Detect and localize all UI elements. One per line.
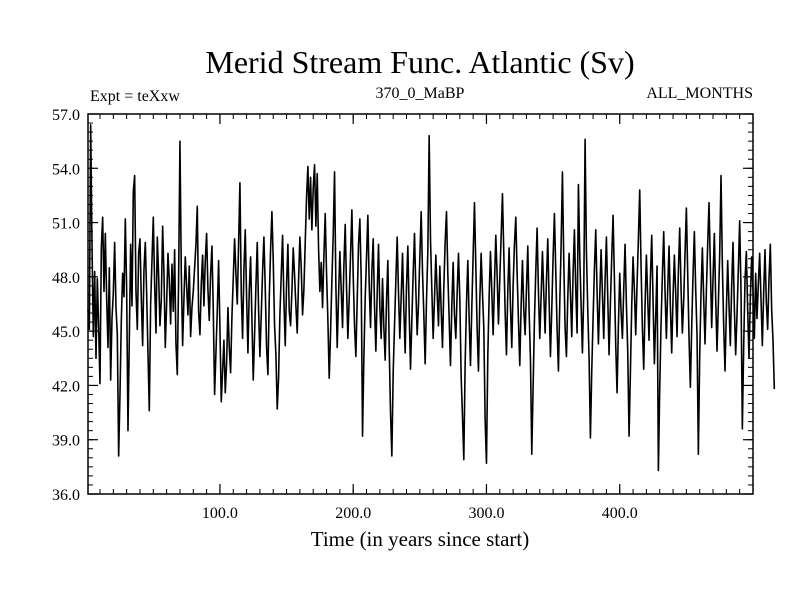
series-line: [87, 124, 776, 472]
y-axis: 36.0 39.0 42.0 45.0 48.0 51.0 54.0 57.0: [52, 107, 753, 504]
y-tick-label: 45.0: [52, 324, 80, 341]
y-tick-label: 42.0: [52, 378, 80, 395]
y-tick-label: 54.0: [52, 161, 80, 178]
chart-title: Merid Stream Func. Atlantic (Sv): [205, 44, 634, 80]
experiment-label: Expt = teXxw: [90, 88, 180, 105]
y-tick-label: 36.0: [52, 487, 80, 504]
x-tick-label: 400.0: [602, 505, 638, 522]
x-tick-label: 300.0: [468, 505, 504, 522]
y-tick-label: 57.0: [52, 107, 80, 124]
y-tick-label: 48.0: [52, 270, 80, 287]
x-tick-label: 100.0: [202, 505, 238, 522]
months-label: ALL_MONTHS: [646, 85, 753, 102]
period-label: 370_0_MaBP: [376, 85, 465, 102]
x-axis: 100.0 200.0 300.0 400.0: [99, 114, 741, 522]
y-tick-label: 39.0: [52, 433, 80, 450]
x-tick-label: 200.0: [335, 505, 371, 522]
y-tick-label: 51.0: [52, 216, 80, 233]
x-axis-label: Time (in years since start): [311, 527, 530, 551]
